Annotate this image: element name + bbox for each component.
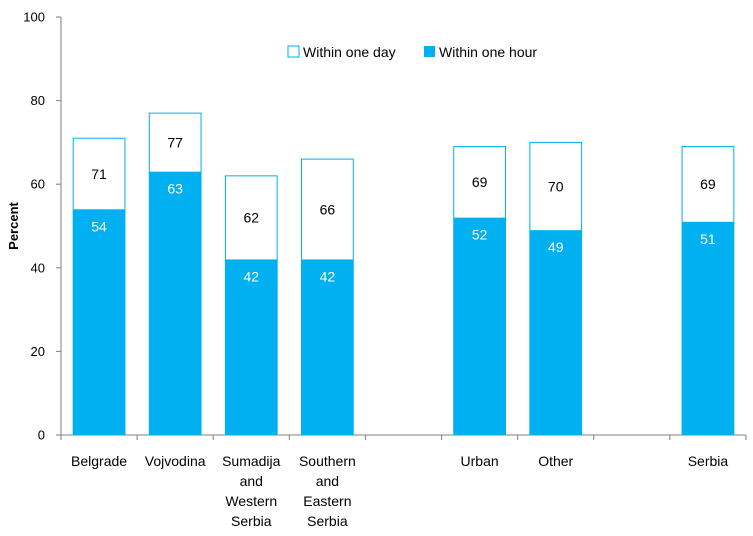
- x-category-label: Other: [538, 453, 573, 469]
- legend-label-within-one-hour: Within one hour: [439, 44, 537, 60]
- y-tick-label: 0: [38, 428, 45, 443]
- data-label-within-one-hour: 51: [700, 231, 716, 247]
- data-label-within-one-hour: 52: [472, 227, 488, 243]
- legend-swatch-within-one-day: [287, 45, 300, 58]
- bar-within-one-hour: [225, 259, 278, 435]
- data-label-within-one-day: 71: [91, 166, 107, 182]
- x-category-label: and: [240, 473, 263, 489]
- x-category-label: Serbia: [688, 453, 729, 469]
- bar-within-one-hour: [73, 209, 125, 435]
- data-label-within-one-hour: 42: [320, 268, 336, 284]
- legend-swatch-within-one-hour: [424, 46, 435, 57]
- bar-within-one-hour: [301, 259, 354, 435]
- data-label-within-one-day: 69: [472, 174, 488, 190]
- y-tick-label: 80: [31, 93, 45, 108]
- x-category-label: Vojvodina: [145, 453, 206, 469]
- y-tick-label: 100: [23, 10, 45, 25]
- data-label-within-one-hour: 42: [243, 268, 259, 284]
- bar-within-one-hour: [529, 230, 582, 435]
- x-category-label: Western: [225, 493, 277, 509]
- legend-label-within-one-day: Within one day: [303, 44, 396, 60]
- x-category-label: Southern: [299, 453, 356, 469]
- data-label-within-one-day: 62: [243, 210, 259, 226]
- x-category-label: Urban: [461, 453, 499, 469]
- data-label-within-one-hour: 49: [548, 239, 564, 255]
- data-label-within-one-day: 70: [548, 178, 564, 194]
- y-axis-title: Percent: [6, 201, 21, 249]
- x-category-label: Belgrade: [71, 453, 127, 469]
- x-category-label: Sumadija: [222, 453, 281, 469]
- x-category-label: Serbia: [231, 513, 272, 529]
- bar-within-one-hour: [149, 171, 202, 435]
- bar-within-one-hour: [682, 221, 734, 435]
- x-category-label: Eastern: [303, 493, 351, 509]
- data-label-within-one-day: 69: [700, 176, 716, 192]
- data-label-within-one-hour: 54: [91, 218, 107, 234]
- data-label-within-one-hour: 63: [167, 181, 183, 197]
- bar-within-one-hour: [453, 217, 506, 435]
- y-tick-label: 20: [31, 344, 45, 359]
- data-label-within-one-day: 66: [320, 201, 336, 217]
- y-tick-label: 40: [31, 260, 45, 275]
- y-tick-label: 60: [31, 177, 45, 192]
- x-category-label: and: [316, 473, 339, 489]
- data-label-within-one-day: 77: [167, 134, 183, 150]
- x-category-label: Serbia: [307, 513, 348, 529]
